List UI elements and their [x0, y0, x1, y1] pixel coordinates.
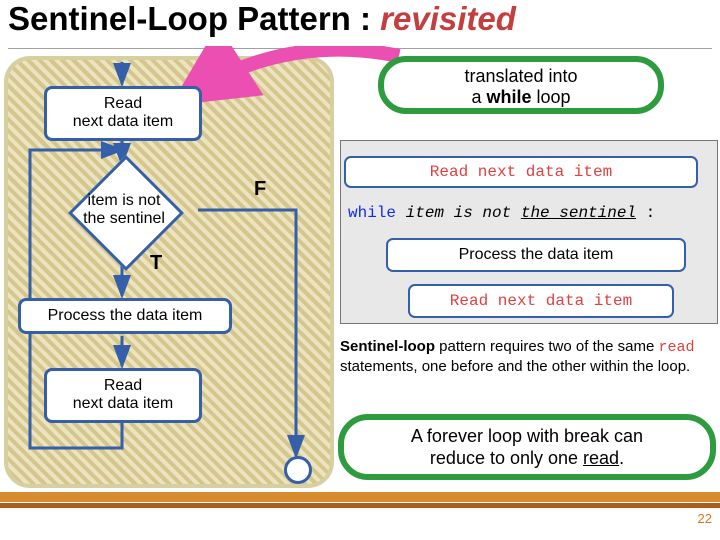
code-while-line: while item is not the sentinel :: [348, 204, 655, 222]
flow-end: [284, 456, 312, 484]
code-head-box: Read next data item: [344, 156, 698, 188]
page-title: Sentinel-Loop Pattern : revisited: [8, 0, 516, 38]
flow-decision-label: item is not the sentinel: [60, 192, 188, 229]
flow-process-label: Process the data item: [48, 307, 203, 324]
flow-read-2-label: Read next data item: [73, 377, 174, 412]
explanation-para: Sentinel-loop pattern requires two of th…: [340, 338, 716, 377]
forever-loop-bubble: A forever loop with break can reduce to …: [338, 414, 716, 480]
flow-read-1: Read next data item: [44, 86, 202, 141]
page-number: 22: [698, 511, 712, 526]
code-inner-process: Process the data item: [386, 238, 686, 272]
label-F: F: [254, 178, 266, 201]
title-revisited: revisited: [380, 0, 516, 37]
flow-read-1-label: Read next data item: [73, 95, 174, 130]
code-inner-read: Read next data item: [408, 284, 674, 318]
footer-bar-shadow: [0, 503, 720, 508]
footer-bar: [0, 492, 720, 502]
translated-bubble: translated into a while loop: [378, 56, 664, 114]
title-main: Sentinel-Loop Pattern :: [8, 0, 380, 37]
flow-process: Process the data item: [18, 298, 232, 334]
flow-read-2: Read next data item: [44, 368, 202, 423]
label-T: T: [150, 252, 162, 275]
